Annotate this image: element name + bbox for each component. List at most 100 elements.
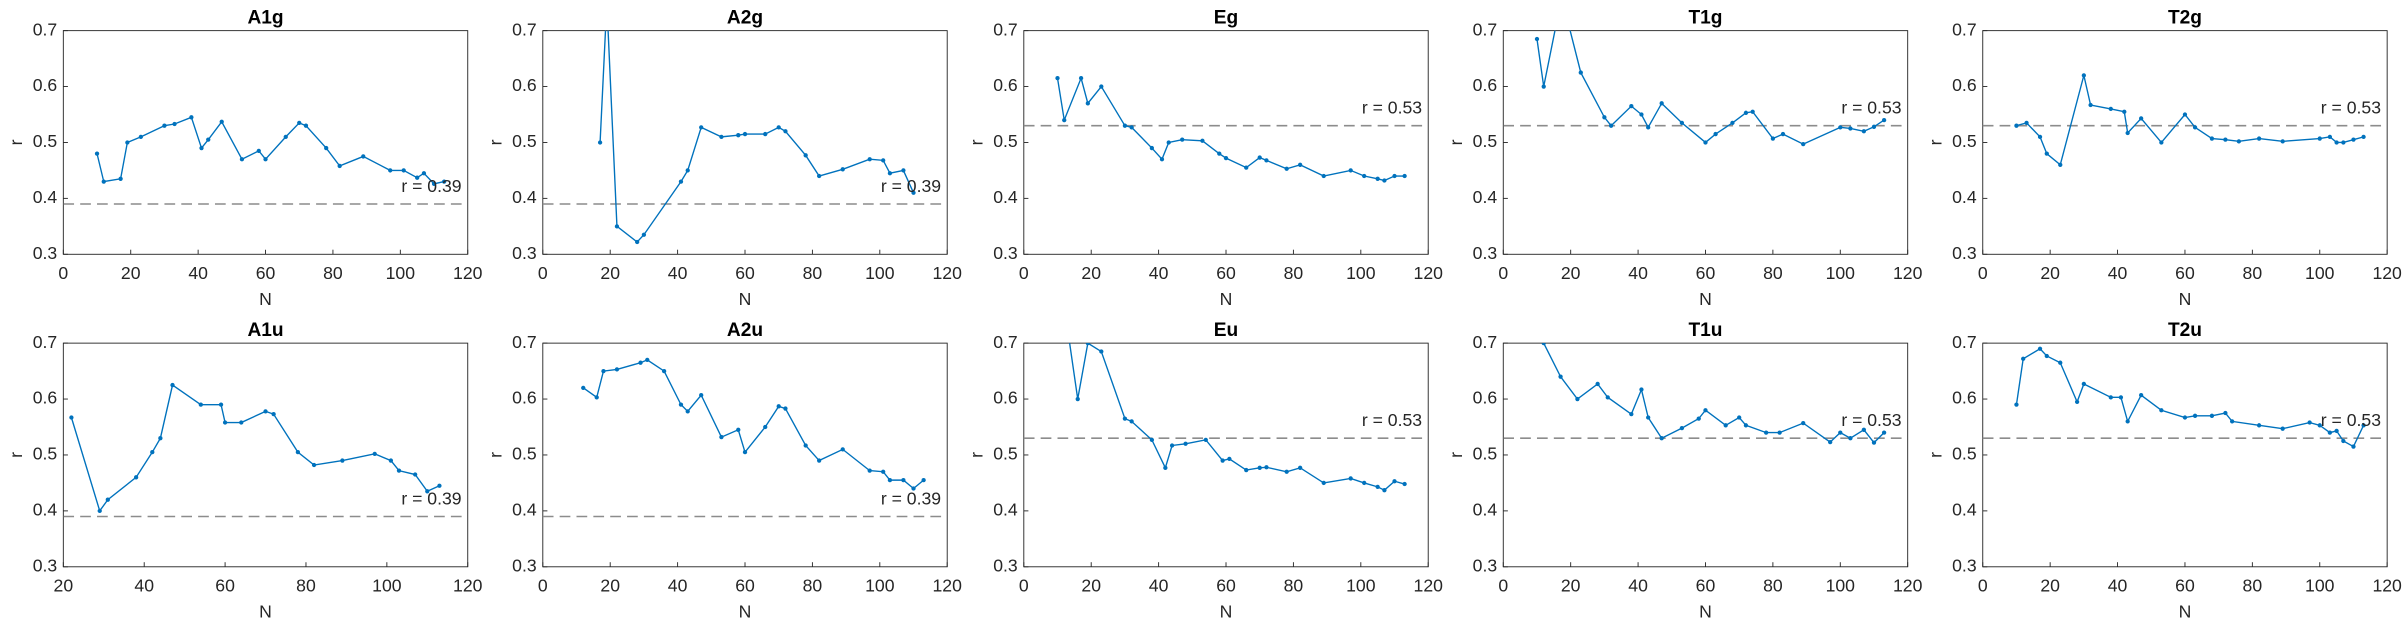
x-tick-label: 60	[735, 575, 755, 595]
data-point	[415, 175, 420, 180]
panel-title: Eu	[1214, 320, 1238, 341]
y-tick-label: 0.6	[1952, 75, 1977, 95]
x-tick-label: 100	[372, 575, 402, 595]
panel-title: A1g	[247, 7, 283, 28]
data-point	[97, 508, 102, 514]
data-point	[2192, 413, 2198, 418]
data-point	[421, 171, 427, 176]
data-point	[742, 450, 748, 455]
data-point	[783, 406, 788, 411]
data-point	[2182, 112, 2188, 117]
data-point	[763, 131, 768, 137]
panel-title: A1u	[247, 320, 283, 341]
plot-area	[542, 30, 948, 245]
y-tick-label: 0.3	[993, 243, 1018, 263]
y-tick-label: 0.3	[1473, 555, 1498, 575]
data-point	[1646, 415, 1651, 420]
x-tick-label: 40	[1628, 263, 1648, 283]
data-point	[1382, 488, 1387, 493]
data-point	[1730, 120, 1735, 126]
data-point	[1244, 467, 1249, 473]
data-point	[1264, 465, 1269, 470]
data-point	[1679, 425, 1685, 431]
x-tick-label: 80	[1763, 263, 1783, 283]
reference-label: r = 0.53	[2321, 97, 2381, 117]
data-point	[594, 395, 599, 400]
data-point	[921, 477, 926, 483]
data-point	[199, 145, 204, 151]
x-tick-label: 80	[1284, 263, 1304, 283]
data-line	[1056, 75, 1405, 182]
data-point	[2280, 139, 2285, 144]
data-point	[1122, 123, 1128, 128]
data-point	[2361, 423, 2366, 428]
data-point	[2229, 419, 2235, 424]
x-tick-label: 80	[803, 263, 823, 283]
panel-title: T2u	[2168, 320, 2202, 341]
y-tick-label: 0.6	[1473, 388, 1498, 408]
data-point	[2223, 410, 2228, 416]
y-tick-label: 0.5	[33, 444, 58, 464]
data-point	[271, 412, 276, 417]
data-point	[222, 420, 228, 425]
panel-title: A2g	[727, 7, 763, 28]
data-point	[1534, 36, 1540, 42]
x-tick-label: 0	[538, 575, 548, 595]
data-point	[218, 402, 224, 407]
x-tick-label: 60	[256, 263, 276, 283]
data-line	[96, 116, 445, 185]
data-point	[2307, 420, 2312, 425]
data-point	[1541, 84, 1546, 89]
data-point	[2058, 162, 2063, 167]
data-point	[803, 443, 808, 448]
data-point	[2317, 423, 2322, 428]
y-tick-label: 0.6	[512, 75, 537, 95]
data-point	[2223, 137, 2228, 142]
data-point	[1703, 140, 1708, 145]
x-tick-label: 0	[58, 263, 68, 283]
y-tick-label: 0.5	[1952, 444, 1977, 464]
reference-label: r = 0.53	[1362, 410, 1422, 430]
x-tick-label: 120	[1893, 263, 1923, 283]
x-tick-label: 60	[1696, 263, 1716, 283]
data-point	[661, 368, 667, 374]
y-tick-label: 0.6	[1473, 75, 1498, 95]
x-tick-label: 80	[1763, 575, 1783, 595]
y-tick-label: 0.4	[993, 187, 1018, 207]
reference-label: r = 0.53	[1841, 97, 1901, 117]
data-point	[2139, 116, 2144, 121]
data-point	[2125, 130, 2130, 136]
plot-area	[1503, 343, 1908, 445]
plot-area	[1023, 75, 1429, 183]
x-tick-label: 0	[1019, 575, 1029, 595]
y-tick-label: 0.3	[512, 555, 537, 575]
x-tick-label: 20	[1081, 263, 1101, 283]
x-tick-label: 60	[2175, 575, 2195, 595]
data-point	[1750, 109, 1755, 114]
data-point	[1565, 17, 1569, 21]
plot-area	[1023, 343, 1429, 493]
x-tick-label: 120	[933, 575, 963, 595]
data-point	[1362, 173, 1367, 179]
data-point	[1149, 437, 1155, 443]
data-point	[1763, 430, 1769, 435]
data-point	[1578, 70, 1583, 75]
data-point	[2081, 381, 2086, 387]
x-axis-label: N	[259, 601, 272, 621]
data-point	[1801, 141, 1806, 147]
data-point	[1129, 125, 1134, 130]
data-point	[1780, 131, 1786, 137]
axes-box	[62, 30, 469, 255]
panel-title: T1g	[1688, 7, 1722, 28]
data-point	[413, 472, 418, 477]
data-point	[2014, 402, 2019, 407]
y-tick-label: 0.4	[512, 500, 537, 520]
x-tick-label: 120	[1414, 575, 1444, 595]
data-point	[1348, 476, 1353, 481]
data-point	[1298, 465, 1303, 470]
x-tick-label: 40	[1628, 575, 1648, 595]
data-point	[645, 357, 650, 363]
x-tick-label: 40	[1149, 263, 1169, 283]
data-point	[1703, 408, 1708, 413]
y-tick-label: 0.7	[1473, 19, 1497, 39]
